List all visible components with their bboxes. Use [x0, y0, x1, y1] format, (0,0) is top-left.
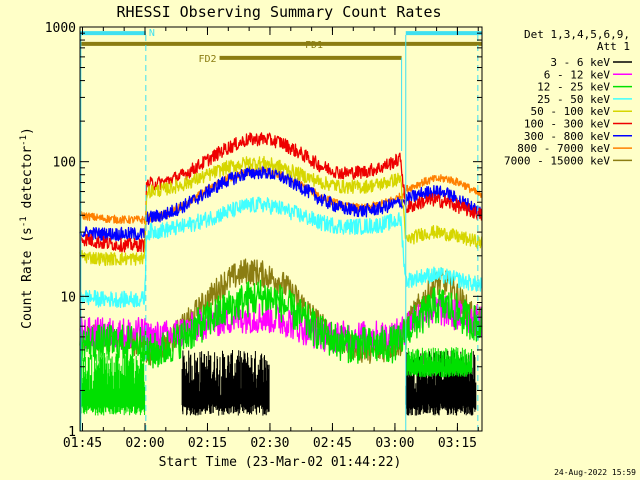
- timestamp: 24-Aug-2022 15:59: [554, 468, 636, 477]
- tick-layer: 01:45 02:00 02:15 02:30 02:45 03:00 03:15 1 10 10…: [45, 21, 482, 451]
- legend-label: 25 - 50 keV: [537, 93, 610, 106]
- flag-layer: N FD1 FD2: [80, 28, 482, 431]
- series-band-12-25-kev: [406, 347, 473, 378]
- legend-label: 6 - 12 keV: [544, 68, 611, 81]
- x-tick-label: 02:30: [250, 436, 289, 451]
- x-tick-label: 01:45: [63, 436, 102, 451]
- series-line-25-50-kev: [79, 196, 483, 308]
- x-tick-label: 03:15: [438, 436, 477, 451]
- series-line-12-25-kev: [79, 279, 483, 369]
- y-tick-label: 1: [68, 425, 76, 440]
- series-line-300-800-kev: [79, 164, 483, 242]
- legend-header: Det 1,3,4,5,6,9,: [524, 28, 630, 41]
- series-layer: [79, 132, 483, 416]
- y-axis-label: Count Rate (s-1 detector-1): [19, 127, 35, 329]
- x-tick-label: 02:15: [188, 436, 227, 451]
- x-tick-label: 03:00: [375, 436, 414, 451]
- x-tick-label: 02:45: [313, 436, 352, 451]
- flag-label-fd2: FD2: [198, 54, 216, 65]
- y-tick-label: 10: [60, 290, 76, 305]
- legend-header: Att 1: [597, 40, 630, 53]
- series-band-12-25-kev: [79, 353, 146, 416]
- legend-label: 800 - 7000 keV: [517, 142, 610, 155]
- series-band-3-6-kev: [181, 350, 270, 416]
- series-line-50-100-kev: [79, 155, 483, 267]
- x-tick-label: 02:00: [125, 436, 164, 451]
- flag-label-fd1: FD1: [305, 40, 323, 51]
- legend-label: 100 - 300 keV: [524, 118, 610, 131]
- flag-label-n: N: [149, 28, 155, 39]
- legend-label: 300 - 800 keV: [524, 130, 610, 143]
- x-axis-label: Start Time (23-Mar-02 01:44:22): [159, 455, 402, 470]
- plot-frame: [79, 26, 483, 432]
- chart-title: RHESSI Observing Summary Count Rates: [116, 3, 441, 21]
- legend-label: 3 - 6 keV: [550, 56, 610, 69]
- y-tick-label: 100: [53, 156, 76, 171]
- legend-label: 12 - 25 keV: [537, 81, 610, 94]
- legend-label: 50 - 100 keV: [531, 105, 611, 118]
- series-line-100-300-kev: [79, 132, 483, 253]
- legend-label: 7000 - 15000 keV: [504, 154, 610, 167]
- y-tick-label: 1000: [45, 21, 76, 36]
